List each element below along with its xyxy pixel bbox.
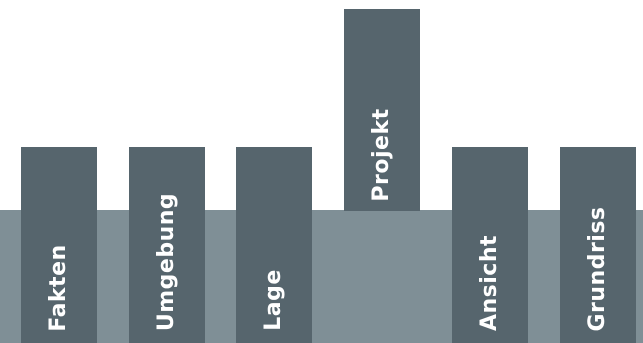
- tab-lage[interactable]: Lage: [236, 147, 312, 343]
- tab-label-lage: Lage: [261, 269, 286, 331]
- tab-label-ansicht: Ansicht: [477, 234, 502, 332]
- tab-label-fakten: Fakten: [46, 243, 71, 332]
- tab-label-grundriss: Grundriss: [585, 205, 610, 332]
- tab-umgebung[interactable]: Umgebung: [129, 147, 205, 343]
- tab-label-umgebung: Umgebung: [154, 192, 179, 332]
- tab-grundriss[interactable]: Grundriss: [560, 147, 636, 343]
- tab-projekt[interactable]: Projekt: [344, 9, 420, 211]
- tab-fakten[interactable]: Fakten: [21, 147, 97, 343]
- navigation-band: [0, 210, 643, 343]
- tab-ansicht[interactable]: Ansicht: [452, 147, 528, 343]
- tab-label-projekt: Projekt: [369, 107, 394, 202]
